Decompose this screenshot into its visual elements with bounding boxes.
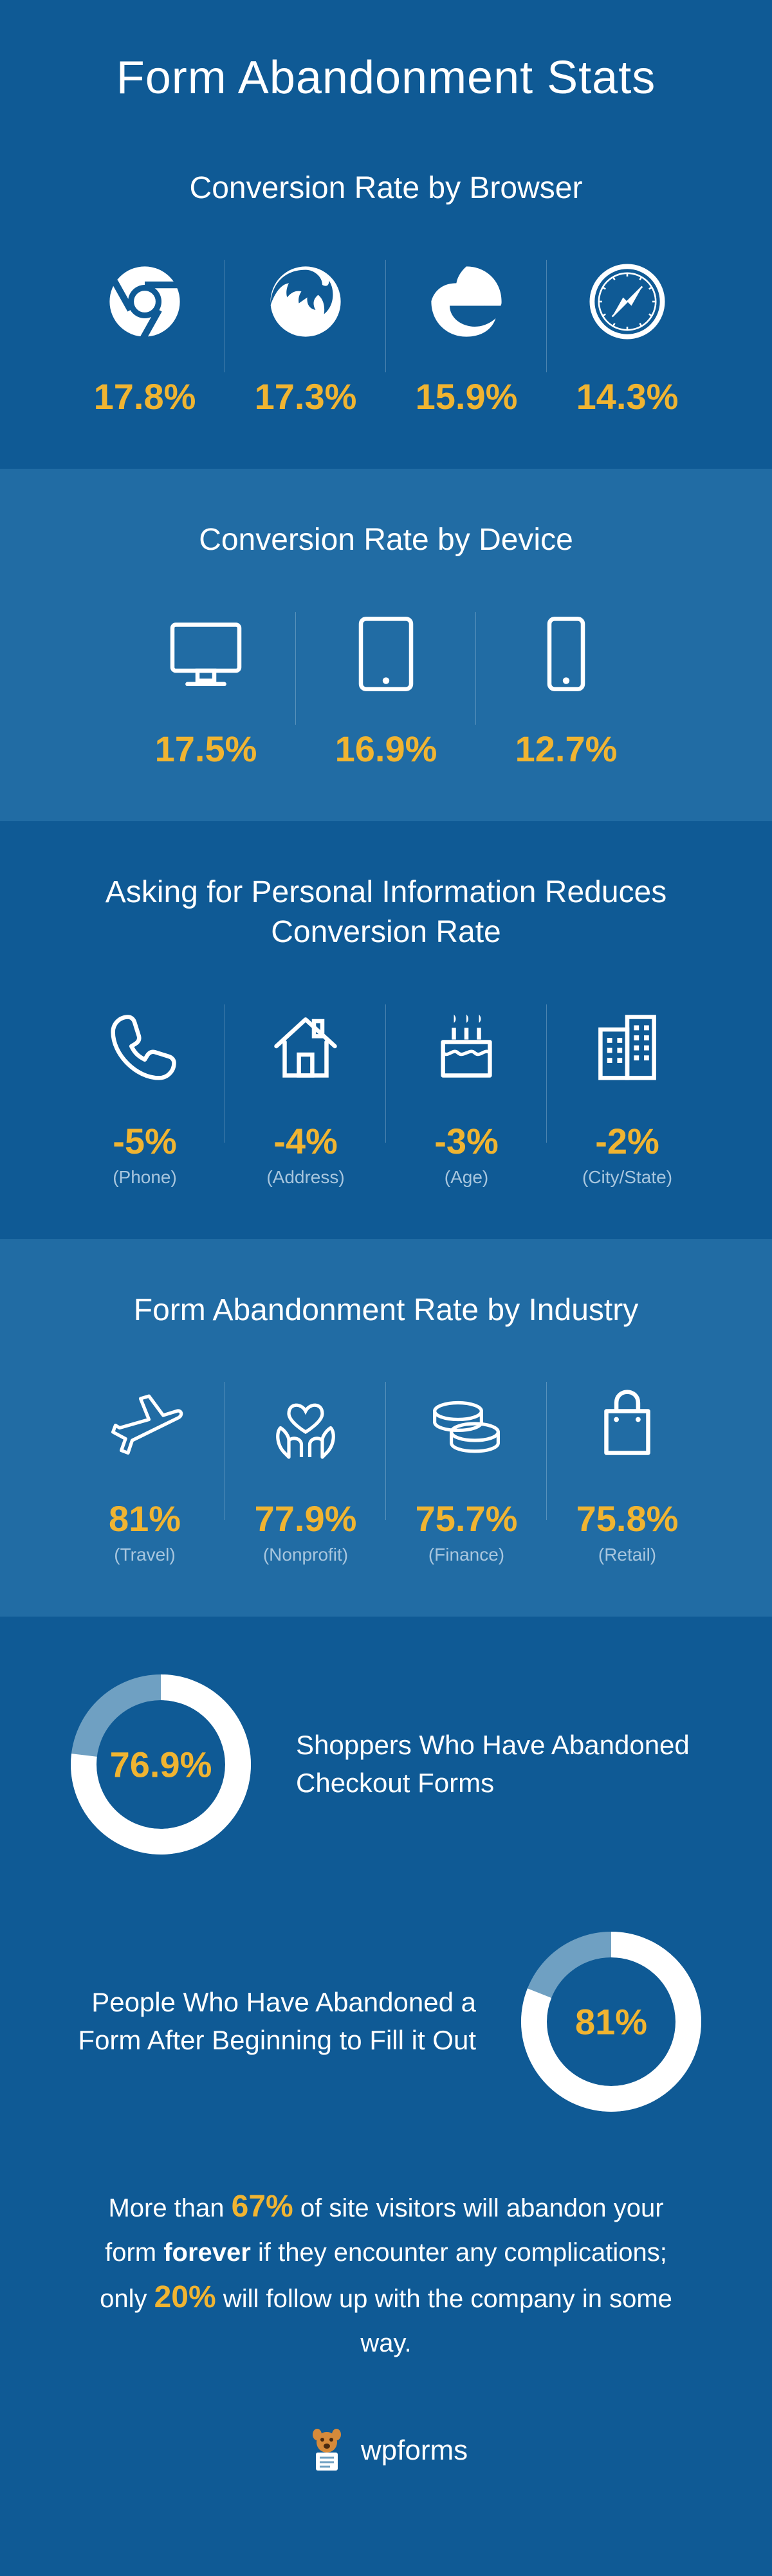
stat-value: 81% [109,1498,181,1539]
section-industry: Form Abandonment Rate by Industry 81% (Tr… [0,1239,772,1617]
industry-title: Form Abandonment Rate by Industry [64,1291,708,1330]
industry-row: 81% (Travel) 77.9% (Nonprofit) 75.7% (Finance… [64,1375,708,1565]
stat-cell: 75.7% (Finance) [386,1375,547,1565]
closing-hl2: 20% [154,2280,216,2314]
stat-value: -2% [595,1120,659,1162]
stat-value: 17.3% [255,376,357,417]
footer-brand: wpforms [361,2435,468,2467]
section-donuts: 76.9% Shoppers Who Have Abandoned Checkou… [0,1617,772,2576]
stat-value: -5% [113,1120,177,1162]
stat-value: 12.7% [515,728,618,770]
stat-sublabel: (Nonprofit) [263,1545,348,1565]
stat-sublabel: (Address) [266,1167,344,1188]
closing-bold: forever [163,2238,251,2267]
hands-heart-icon [264,1375,347,1472]
stat-cell: -5% (Phone) [64,998,225,1188]
wpforms-logo-icon [304,2428,349,2473]
stat-value: 77.9% [255,1498,357,1539]
stat-cell: 12.7% [476,606,656,770]
desktop-icon [164,606,248,702]
donut-label: 81% [575,2000,647,2042]
safari-icon [585,253,669,350]
stat-value: -3% [434,1120,499,1162]
donut-chart: 76.9% [64,1668,257,1861]
browser-title: Conversion Rate by Browser [64,168,708,208]
donut-label: 76.9% [110,1743,212,1785]
stat-sublabel: (City/State) [582,1167,672,1188]
stat-value: 75.8% [576,1498,679,1539]
infographic-root: Form Abandonment Stats Conversion Rate b… [0,0,772,2576]
closing-prefix: More than [108,2194,231,2222]
donut-chart: 81% [515,1925,708,2118]
stat-cell: -3% (Age) [386,998,547,1188]
phone-icon [524,606,608,702]
personal-title: Asking for Personal Information Reduces … [64,873,708,953]
donut-row: 81% People Who Have Abandoned a Form Afte… [64,1925,708,2118]
chrome-icon [103,253,187,350]
section-browser: Form Abandonment Stats Conversion Rate b… [0,0,772,469]
browser-row: 17.8% 17.3% 15.9% 14.3% [64,253,708,417]
stat-cell: 17.8% [64,253,225,417]
stat-cell: 15.9% [386,253,547,417]
firefox-icon [264,253,347,350]
stat-sublabel: (Finance) [428,1545,504,1565]
stat-cell: 77.9% (Nonprofit) [225,1375,386,1565]
plane-icon [103,1375,187,1472]
stat-sublabel: (Travel) [114,1545,175,1565]
stat-sublabel: (Phone) [113,1167,177,1188]
stat-sublabel: (Retail) [598,1545,656,1565]
coins-icon [425,1375,508,1472]
stat-cell: 16.9% [296,606,476,770]
donut-row: 76.9% Shoppers Who Have Abandoned Checkou… [64,1668,708,1861]
stat-value: 17.5% [155,728,257,770]
house-icon [264,998,347,1094]
shopping-bag-icon [585,1375,669,1472]
stat-value: 14.3% [576,376,679,417]
stat-cell: 17.3% [225,253,386,417]
section-device: Conversion Rate by Device 17.5% 16.9% 12.7… [0,469,772,821]
stat-cell: 17.5% [116,606,296,770]
stat-sublabel: (Age) [445,1167,488,1188]
stat-value: 16.9% [335,728,437,770]
device-row: 17.5% 16.9% 12.7% [64,606,708,770]
footer: wpforms [64,2428,708,2525]
section-personal: Asking for Personal Information Reduces … [0,821,772,1239]
device-title: Conversion Rate by Device [64,520,708,560]
stat-cell: -2% (City/State) [547,998,708,1188]
closing-suffix: will follow up with the company in some … [216,2285,672,2357]
donut-text: People Who Have Abandoned a Form After B… [64,1984,476,2060]
main-title: Form Abandonment Stats [64,51,708,104]
cake-icon [425,998,508,1094]
stat-cell: 14.3% [547,253,708,417]
phone-call-icon [103,998,187,1094]
stat-value: -4% [273,1120,338,1162]
tablet-icon [344,606,428,702]
closing-paragraph: More than 67% of site visitors will aban… [96,2182,676,2364]
stat-cell: 75.8% (Retail) [547,1375,708,1565]
stat-cell: -4% (Address) [225,998,386,1188]
edge-icon [425,253,508,350]
donut-text: Shoppers Who Have Abandoned Checkout For… [296,1727,708,1802]
stat-value: 75.7% [416,1498,518,1539]
personal-row: -5% (Phone) -4% (Address) -3% (Age) -2% (City/S… [64,998,708,1188]
stat-value: 17.8% [94,376,196,417]
closing-hl1: 67% [232,2190,293,2224]
building-icon [585,998,669,1094]
stat-cell: 81% (Travel) [64,1375,225,1565]
stat-value: 15.9% [416,376,518,417]
